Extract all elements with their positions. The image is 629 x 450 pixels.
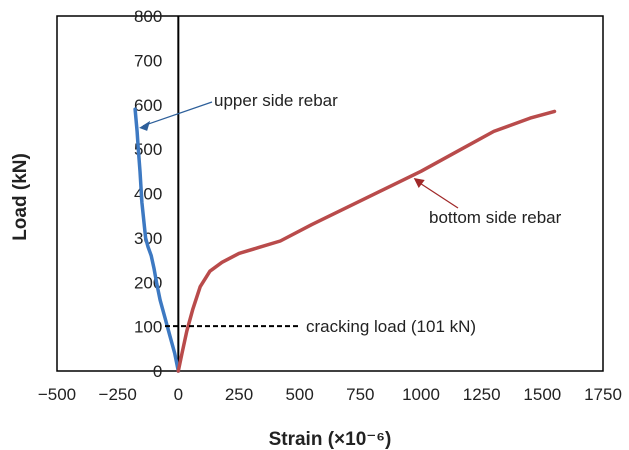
y-tick-label: 800 [134, 7, 162, 26]
x-tick-label: 1750 [584, 385, 622, 404]
x-tick-label: 1500 [523, 385, 561, 404]
cracking-load-label: cracking load (101 kN) [306, 317, 476, 336]
x-axis-title: Strain (×10⁻⁶) [269, 429, 392, 450]
x-tick-label: 500 [285, 385, 313, 404]
x-tick-label: 250 [225, 385, 253, 404]
bottom-rebar-leader [419, 182, 459, 209]
x-tick-label: 1000 [402, 385, 440, 404]
bottom-rebar-label: bottom side rebar [429, 208, 562, 227]
upper-rebar-leader [142, 101, 213, 127]
x-tick-label: 0 [174, 385, 183, 404]
y-tick-label: 500 [134, 140, 162, 159]
series-line-bottom [176, 109, 557, 373]
upper-rebar-arrowhead [139, 120, 151, 131]
upper-rebar-label: upper side rebar [214, 91, 338, 110]
bottom-rebar-arrowhead [413, 177, 425, 188]
x-tick-label: 1250 [463, 385, 501, 404]
x-tick-label: 750 [346, 385, 374, 404]
x-tick-label: −250 [99, 385, 137, 404]
y-tick-label: 0 [153, 362, 162, 381]
y-tick-label: 400 [134, 185, 162, 204]
y-axis-title: Load (kN) [10, 153, 31, 241]
x-tick-label: −500 [38, 385, 76, 404]
y-tick-label: 600 [134, 96, 162, 115]
plot-frame [56, 15, 604, 372]
y-tick-label: 100 [134, 318, 162, 337]
y-tick-label: 700 [134, 51, 162, 70]
y-tick-label: 300 [134, 229, 162, 248]
